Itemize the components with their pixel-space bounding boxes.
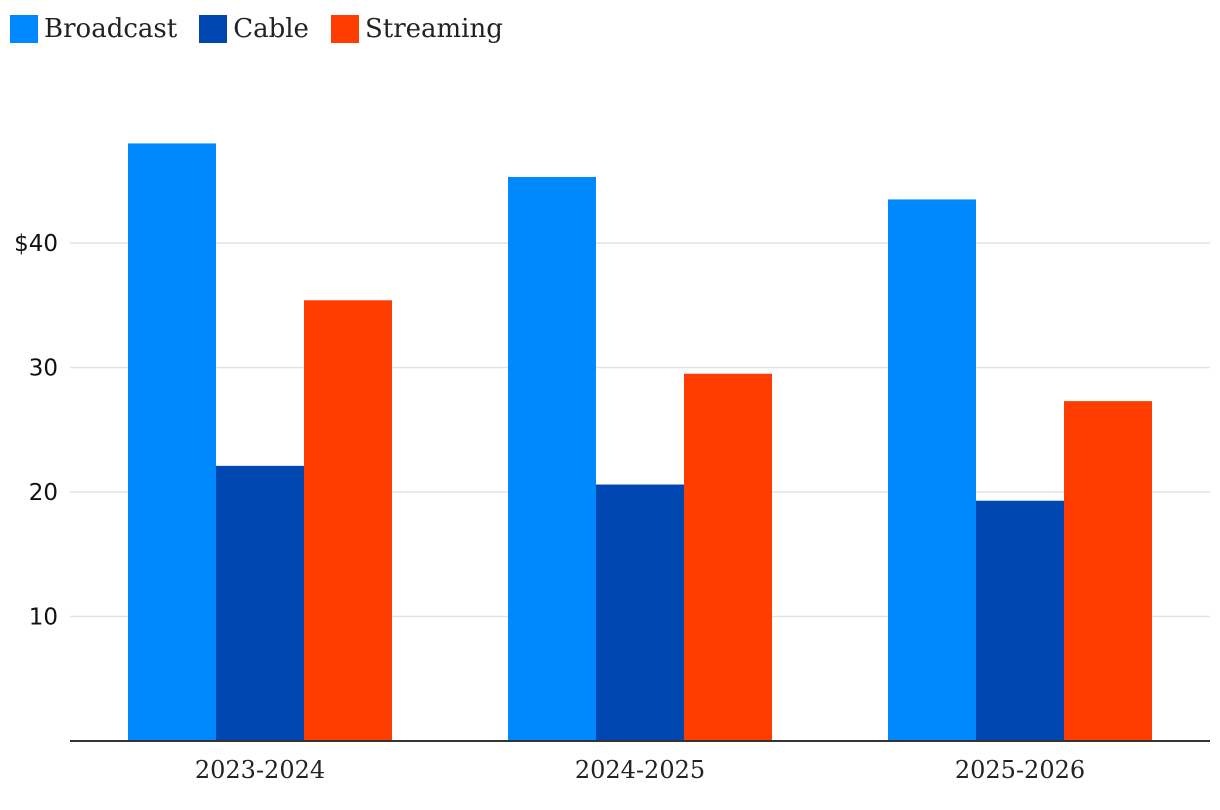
axes: 10 20 30 $40 2023-2024 2024-2025 2025-2026 xyxy=(14,231,1210,784)
x-tick-label: 2025-2026 xyxy=(955,756,1085,784)
bar-broadcast-2025-2026 xyxy=(888,199,976,742)
y-tick-label: 30 xyxy=(29,356,58,382)
legend-item-cable: Cable xyxy=(199,14,309,44)
bar-broadcast-2024-2025 xyxy=(508,177,596,741)
legend-swatch-broadcast xyxy=(10,15,38,43)
legend-swatch-cable xyxy=(199,15,228,43)
bar-cable-2023-2024 xyxy=(216,465,304,741)
bar-streaming-2024-2025 xyxy=(684,373,772,741)
y-tick-label: 10 xyxy=(29,605,58,631)
legend-swatch-streaming xyxy=(330,15,359,43)
y-tick-label: 20 xyxy=(29,480,58,506)
x-tick-label: 2023-2024 xyxy=(195,756,325,784)
bar-streaming-2023-2024 xyxy=(304,300,392,741)
bar-cable-2025-2026 xyxy=(976,500,1064,741)
bars xyxy=(128,143,1152,742)
bar-broadcast-2023-2024 xyxy=(128,143,216,741)
y-tick-label: $40 xyxy=(14,231,58,257)
legend-label-broadcast: Broadcast xyxy=(44,14,178,44)
legend-item-broadcast: Broadcast xyxy=(10,14,177,44)
x-tick-label: 2024-2025 xyxy=(575,756,705,784)
legend-label-cable: Cable xyxy=(233,14,309,44)
legend-item-streaming: Streaming xyxy=(330,14,503,44)
bar-streaming-2025-2026 xyxy=(1064,401,1152,741)
chart-legend: Broadcast Cable Streaming xyxy=(10,14,525,44)
legend-label-streaming: Streaming xyxy=(364,14,503,44)
bar-cable-2024-2025 xyxy=(596,484,684,741)
